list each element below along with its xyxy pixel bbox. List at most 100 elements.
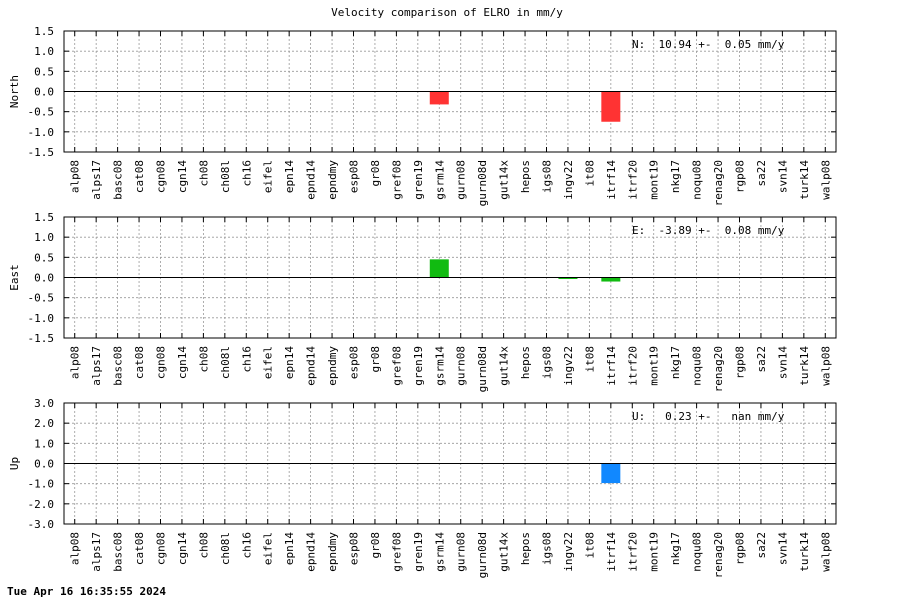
x-tick-label: ch16 <box>240 532 253 559</box>
y-tick-label: 1.5 <box>34 211 54 224</box>
x-tick-label: hepos <box>519 532 532 565</box>
y-axis-label: East <box>8 264 21 291</box>
x-tick-label: gurn08d <box>476 532 489 578</box>
y-tick-label: 0.0 <box>34 86 54 99</box>
x-tick-label: epn14 <box>283 346 296 379</box>
x-tick-label: walp08 <box>819 532 832 572</box>
x-tick-label: gurn08 <box>455 160 468 200</box>
x-tick-label: alps17 <box>90 160 103 200</box>
y-tick-label: 0.5 <box>34 251 54 264</box>
x-tick-label: itrf14 <box>605 160 618 200</box>
x-tick-label: nkg17 <box>669 346 682 379</box>
x-tick-label: gurn08d <box>476 346 489 392</box>
x-tick-label: renag20 <box>712 532 725 578</box>
panel-north: -1.5 -1.0 -0.5 0.0 0.5 1.0 1.5 alp08 alps17 basc0… <box>8 25 837 206</box>
x-tick-label: rgp08 <box>734 346 747 379</box>
x-tick-label: basc08 <box>112 346 125 386</box>
y-tick-label: 0.0 <box>34 272 54 285</box>
x-tick-label: nkg17 <box>669 532 682 565</box>
x-tick-label: gurn08 <box>455 532 468 572</box>
y-axis-label: Up <box>8 457 21 470</box>
x-tick-label: cgn14 <box>176 346 189 379</box>
x-tick-label: sa22 <box>755 532 768 559</box>
y-tick-label: 0.0 <box>34 458 54 471</box>
x-tick-label: epndmy <box>326 160 339 200</box>
x-tick-label: ch16 <box>240 160 253 187</box>
x-tick-label: ingv22 <box>562 160 575 200</box>
y-axis-label: North <box>8 75 21 108</box>
y-tick-label: 1.0 <box>34 437 54 450</box>
x-tick-label: rgp08 <box>734 160 747 193</box>
x-tick-label: cat08 <box>133 346 146 379</box>
x-tick-label: gr08 <box>369 532 382 559</box>
x-tick-label: gurn08 <box>455 346 468 386</box>
x-tick-label: alp08 <box>69 532 82 565</box>
x-tick-label: igs08 <box>541 346 554 379</box>
x-tick-label: renag20 <box>712 160 725 206</box>
x-tick-label: gr08 <box>369 346 382 373</box>
x-tick-label: epnd14 <box>305 346 318 386</box>
x-tick-label: gr08 <box>369 160 382 187</box>
x-tick-label: cgn14 <box>176 160 189 193</box>
x-tick-label: basc08 <box>112 532 125 572</box>
x-tick-label: itrf20 <box>626 346 639 386</box>
x-tick-label: noqu08 <box>691 160 704 200</box>
x-tick-label: ch08l <box>219 346 232 379</box>
x-tick-label: svn14 <box>776 532 789 565</box>
panel-annotation: N: 10.94 +- 0.05 mm/y <box>632 38 785 51</box>
x-tick-label: cgn08 <box>155 346 168 379</box>
x-tick-label: esp08 <box>348 160 361 193</box>
y-tick-label: -1.5 <box>28 146 55 159</box>
x-tick-label: rgp08 <box>734 532 747 565</box>
y-tick-label: 0.5 <box>34 65 54 78</box>
x-tick-label: mont19 <box>648 346 661 386</box>
y-tick-label: 1.5 <box>34 25 54 38</box>
x-tick-label: alps17 <box>90 346 103 386</box>
x-tick-label: gref08 <box>390 532 403 572</box>
x-tick-label: gsrm14 <box>433 160 446 200</box>
x-tick-label: itrf14 <box>605 532 618 572</box>
x-tick-label: cat08 <box>133 532 146 565</box>
y-tick-label: 2.0 <box>34 417 54 430</box>
x-tick-label: epnd14 <box>305 532 318 572</box>
x-tick-label: gsrm14 <box>433 532 446 572</box>
x-tick-label: gref08 <box>390 346 403 386</box>
x-tick-label: eifel <box>262 160 275 193</box>
x-tick-label: ch08 <box>197 346 210 373</box>
x-tick-label: turk14 <box>798 346 811 386</box>
x-tick-label: turk14 <box>798 532 811 572</box>
bar-itrf14 <box>601 277 621 282</box>
x-tick-label: itrf20 <box>626 532 639 572</box>
x-tick-label: cgn14 <box>176 532 189 565</box>
x-tick-label: alp08 <box>69 346 82 379</box>
y-tick-label: -1.0 <box>28 478 55 491</box>
y-tick-label: -0.5 <box>28 106 55 119</box>
x-tick-label: basc08 <box>112 160 125 200</box>
x-tick-label: gut14x <box>498 160 511 200</box>
bar-itrf14 <box>601 91 621 122</box>
x-tick-label: svn14 <box>776 160 789 193</box>
x-tick-label: alps17 <box>90 532 103 572</box>
x-tick-label: epn14 <box>283 532 296 565</box>
x-tick-label: gren19 <box>412 160 425 200</box>
x-tick-label: cgn08 <box>155 532 168 565</box>
x-tick-label: eifel <box>262 532 275 565</box>
x-tick-label: gsrm14 <box>433 346 446 386</box>
x-tick-label: it08 <box>583 346 596 373</box>
x-tick-label: mont19 <box>648 532 661 572</box>
x-tick-label: noqu08 <box>691 346 704 386</box>
bar-gsrm14 <box>429 91 449 105</box>
x-tick-label: gren19 <box>412 532 425 572</box>
bar-ingv22 <box>558 277 578 279</box>
x-tick-label: cat08 <box>133 160 146 193</box>
x-tick-label: hepos <box>519 346 532 379</box>
chart-title: Velocity comparison of ELRO in mm/y <box>331 6 563 19</box>
y-tick-label: -1.5 <box>28 332 55 345</box>
x-tick-label: ch16 <box>240 346 253 373</box>
plot-border <box>63 30 837 153</box>
x-tick-label: ch08 <box>197 160 210 187</box>
bar-itrf14 <box>601 463 621 484</box>
x-tick-label: mont19 <box>648 160 661 200</box>
panel-up: -3.0 -2.0 -1.0 0.0 1.0 2.0 3.0 alp08 alps17 basc0… <box>8 397 837 578</box>
